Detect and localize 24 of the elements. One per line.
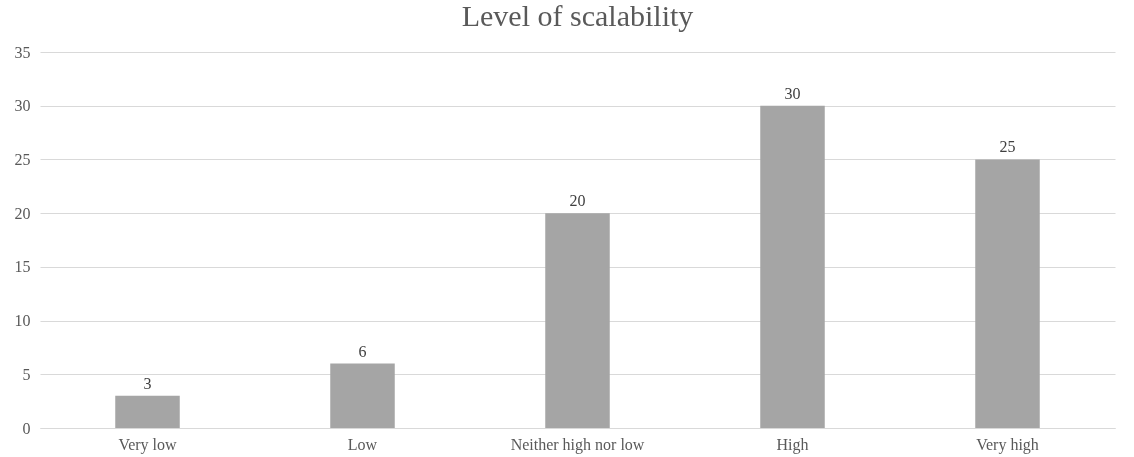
x-tick-label: High xyxy=(776,435,809,454)
y-tick-label: 5 xyxy=(22,365,31,383)
x-tick-label: Low xyxy=(347,435,378,453)
y-tick-label: 25 xyxy=(14,150,31,168)
y-tick-label: 15 xyxy=(14,258,31,276)
x-tick-label: Very high xyxy=(976,435,1039,454)
data-label: 3 xyxy=(143,374,152,392)
bar xyxy=(760,105,825,428)
bar xyxy=(975,159,1040,428)
bar xyxy=(545,213,610,428)
y-tick-label: 35 xyxy=(14,43,31,61)
y-tick-label: 10 xyxy=(14,312,31,330)
y-tick-label: 0 xyxy=(22,419,31,437)
data-label: 25 xyxy=(999,138,1016,156)
data-label: 20 xyxy=(569,192,586,210)
data-label: 30 xyxy=(784,84,801,102)
chart-title: Level of scalability xyxy=(461,0,694,32)
bar xyxy=(330,363,395,428)
x-tick-label: Neither high nor low xyxy=(510,435,645,454)
bar xyxy=(115,395,180,428)
x-tick-label: Very low xyxy=(118,435,178,454)
y-tick-label: 20 xyxy=(14,204,31,222)
y-tick-label: 30 xyxy=(14,97,31,115)
data-label: 6 xyxy=(358,342,367,360)
